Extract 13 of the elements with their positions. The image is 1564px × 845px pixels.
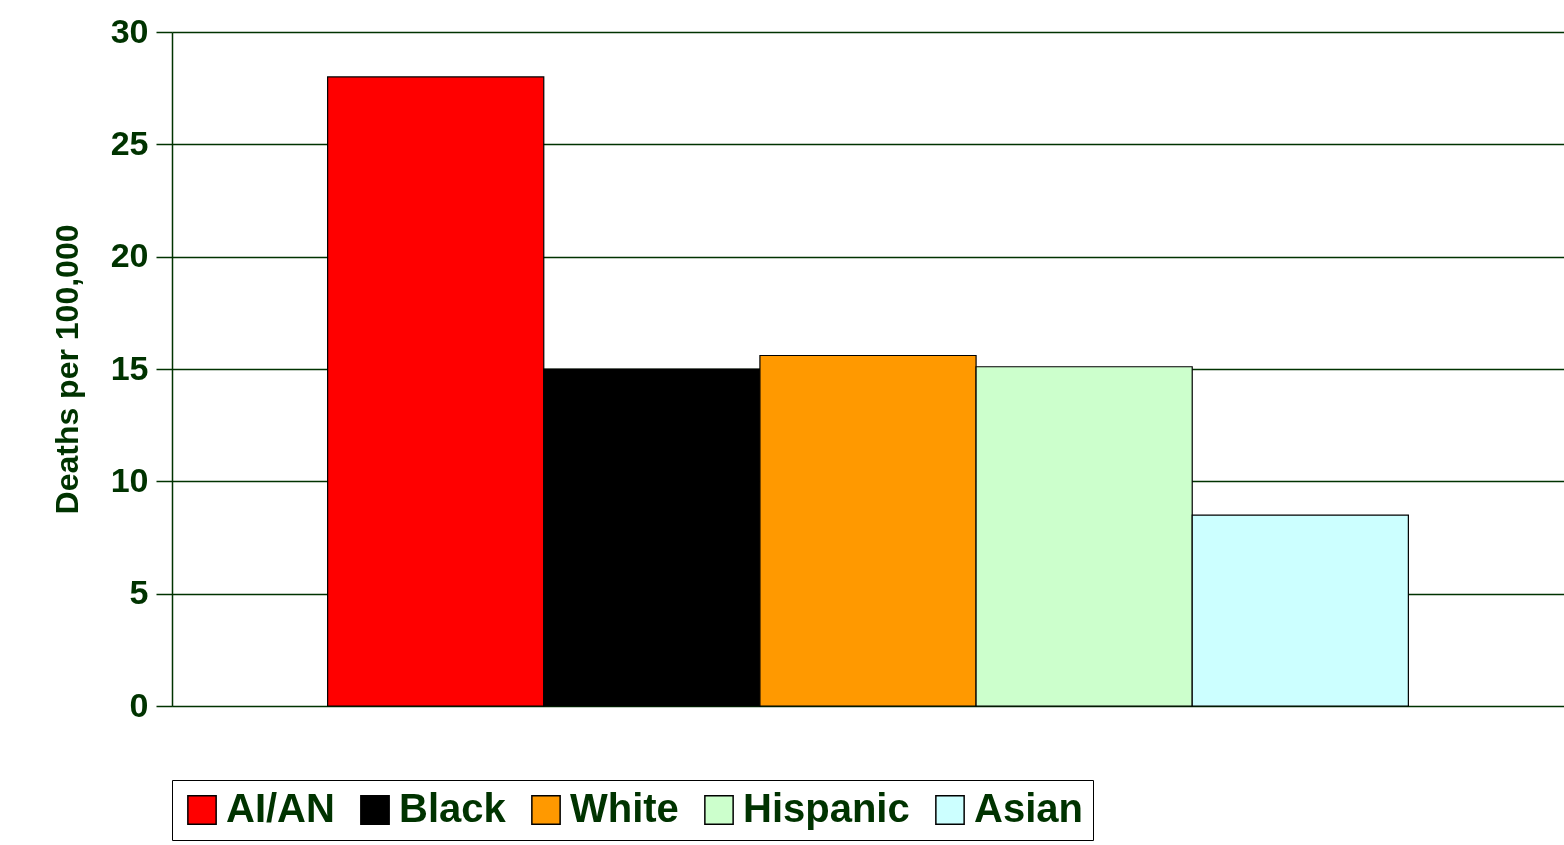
legend-label: Asian (974, 786, 1083, 830)
y-axis-title: Deaths per 100,000 (48, 224, 85, 515)
y-tick-label: 5 (129, 573, 149, 612)
legend-label: White (570, 786, 679, 830)
y-tick-label: 25 (110, 123, 149, 162)
legend-label: AI/AN (226, 786, 335, 830)
legend-label: Hispanic (743, 786, 910, 830)
y-tick-label: 15 (110, 348, 149, 387)
y-tick-label: 30 (110, 11, 149, 50)
y-tick-label: 10 (110, 460, 149, 499)
legend-label: Black (399, 786, 507, 830)
y-tick-label: 20 (110, 236, 149, 275)
y-tick-label: 0 (129, 685, 149, 724)
